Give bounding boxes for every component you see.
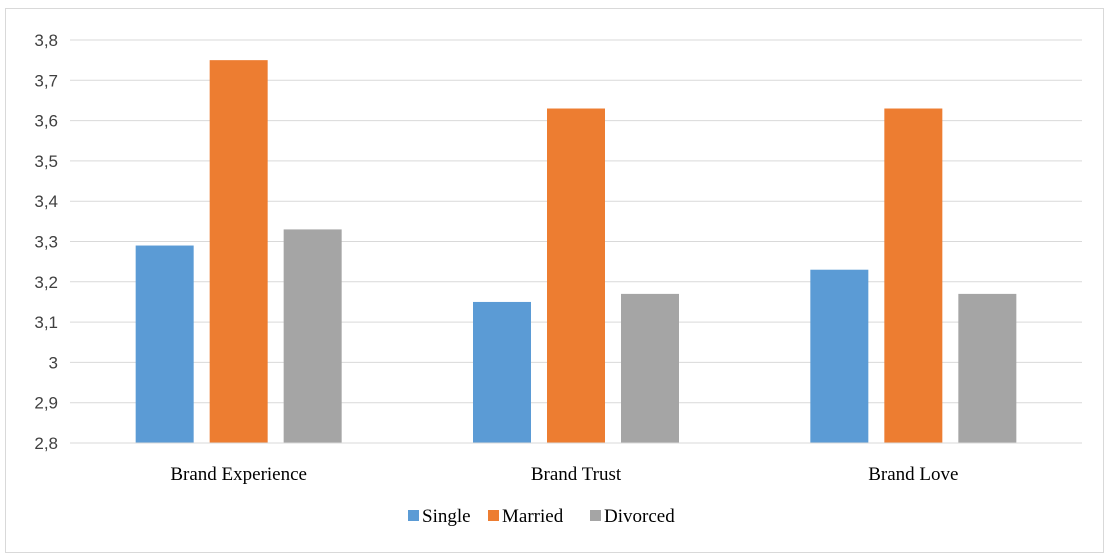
bar-married xyxy=(884,108,943,443)
legend: Single Married Divorced xyxy=(408,506,675,527)
legend-item-single: Single xyxy=(408,506,471,527)
legend-swatch xyxy=(408,510,419,521)
legend-label: Single xyxy=(422,506,471,527)
legend-item-divorced: Divorced xyxy=(590,506,675,527)
y-axis-ticks: 2,8 2,9 3 3,1 3,2 3,3 3,4 3,5 3,6 3,7 3,8 xyxy=(34,31,58,453)
x-axis-categories: Brand Experience Brand Trust Brand Love xyxy=(170,464,958,485)
bar-single xyxy=(810,269,869,443)
y-tick-label: 2,9 xyxy=(34,394,58,413)
y-tick-label: 3,8 xyxy=(34,31,58,50)
legend-swatch xyxy=(488,510,499,521)
y-tick-label: 3,4 xyxy=(34,192,58,211)
category-label: Brand Experience xyxy=(170,464,307,485)
y-tick-label: 3,2 xyxy=(34,273,58,292)
y-tick-label: 3,7 xyxy=(34,71,58,90)
legend-swatch xyxy=(590,510,601,521)
bar-divorced xyxy=(958,293,1017,443)
bar-divorced xyxy=(621,293,679,443)
bar-divorced xyxy=(283,229,342,443)
legend-label: Married xyxy=(502,506,564,527)
bar-single xyxy=(135,245,194,443)
y-tick-label: 2,8 xyxy=(34,434,58,453)
y-tick-label: 3 xyxy=(49,353,58,372)
bar-married xyxy=(209,60,268,444)
y-tick-label: 3,3 xyxy=(34,233,58,252)
category-label: Brand Trust xyxy=(531,464,622,485)
legend-item-married: Married xyxy=(488,506,564,527)
bar-married xyxy=(547,108,605,443)
y-tick-label: 3,5 xyxy=(34,152,58,171)
y-tick-label: 3,1 xyxy=(34,313,58,332)
bars xyxy=(135,60,1017,444)
category-label: Brand Love xyxy=(868,464,958,485)
legend-label: Divorced xyxy=(604,506,675,527)
y-tick-label: 3,6 xyxy=(34,112,58,131)
bar-single xyxy=(473,301,531,443)
